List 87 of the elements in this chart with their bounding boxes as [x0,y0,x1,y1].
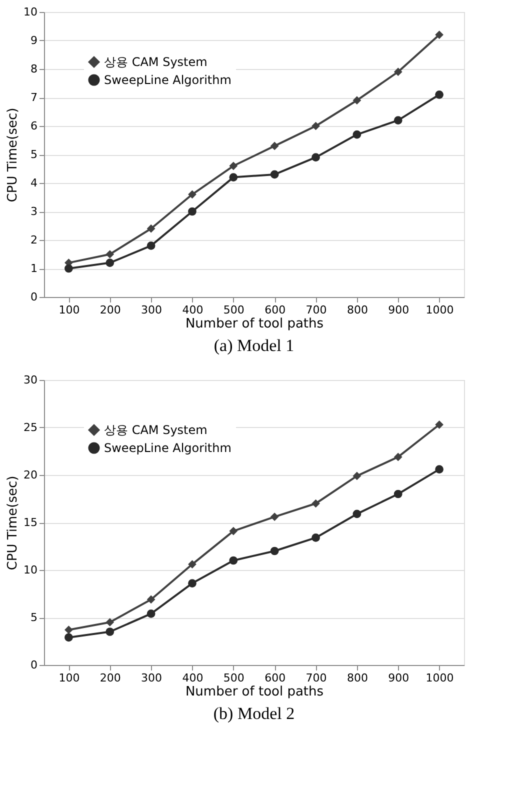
legend-label: SweepLine Algorithm [104,73,232,87]
y-tick-label: 30 [24,374,38,386]
point [352,510,362,518]
point [312,122,320,130]
x-tick-label: 100 [58,672,80,684]
y-tick-label: 7 [30,91,38,104]
y-axis-title: CPU Time(sec) [6,476,21,570]
text: (a) Model 1 [214,336,294,355]
point [352,130,362,139]
x-tick-label: 300 [141,304,162,316]
y-tick-label: 15 [24,516,38,529]
x-tick-label: 900 [388,304,410,316]
point [64,264,73,273]
point [64,633,73,642]
x-tick-label: 700 [306,672,327,684]
y-tick-label: 6 [30,120,38,132]
y-tick-label: 9 [30,34,38,47]
x-tick-label: 800 [346,672,368,684]
legend-label: SweepLine Algorithm [104,441,232,455]
point [312,534,320,542]
x-tick-label: 400 [182,304,204,316]
point [188,207,196,216]
x-tick-label: 1000 [426,304,454,316]
x-tick-label: 500 [223,672,244,684]
point [188,579,196,588]
x-tick-label: 400 [182,672,204,684]
point [435,90,444,99]
point [312,153,320,162]
point [106,258,114,267]
x-tick-label: 100 [58,304,80,316]
point [435,465,444,474]
point [106,618,114,626]
y-tick-label: 20 [24,468,38,482]
point [146,595,156,604]
point [146,224,156,233]
y-tick-label: 3 [30,205,38,218]
point [270,546,279,556]
x-tick-label: 800 [346,304,368,316]
text: (b) Model 2 [213,704,295,723]
x-tick-label: 300 [141,672,162,684]
x-tick-label: 200 [100,672,121,684]
y-tick-label: 8 [30,62,38,76]
x-axis-title: Number of tool paths [185,684,324,700]
point [64,626,73,634]
y-tick-label: 0 [30,658,38,672]
point [229,556,238,565]
y-tick-label: 10 [24,6,38,18]
y-tick-label: 10 [24,564,38,576]
point [352,96,362,105]
point [146,610,156,618]
point [188,190,196,199]
y-tick-label: 0 [30,290,38,304]
point [270,142,279,150]
y-tick-label: 4 [30,176,38,190]
y-tick-label: 5 [30,611,38,624]
point [394,490,402,498]
point [106,628,114,636]
x-tick-label: 700 [306,304,327,316]
y-tick-label: 25 [24,421,38,434]
y-tick-label: 2 [30,234,38,246]
x-tick-label: 1000 [426,672,454,684]
point [188,560,196,568]
point [270,170,279,179]
point [394,116,402,124]
point [312,499,320,508]
point [146,242,156,250]
point [229,162,238,170]
y-tick-label: 5 [30,148,38,161]
point [435,30,444,39]
point [352,472,362,480]
legend-label: 상용 CAM System [104,55,208,69]
x-tick-label: 600 [264,304,286,316]
point [270,512,279,521]
y-axis-title: CPU Time(sec) [6,108,21,202]
x-axis-title: Number of tool paths [185,316,324,332]
y-tick-label: 1 [30,262,38,275]
point [106,250,114,258]
x-tick-label: 500 [223,304,244,316]
legend-label: 상용 CAM System [104,423,208,437]
x-tick-label: 900 [388,672,410,684]
point [229,526,238,536]
point [229,173,238,182]
point [394,452,402,462]
point [435,420,444,429]
point [394,68,402,76]
x-tick-label: 200 [100,304,121,316]
x-tick-label: 600 [264,672,286,684]
